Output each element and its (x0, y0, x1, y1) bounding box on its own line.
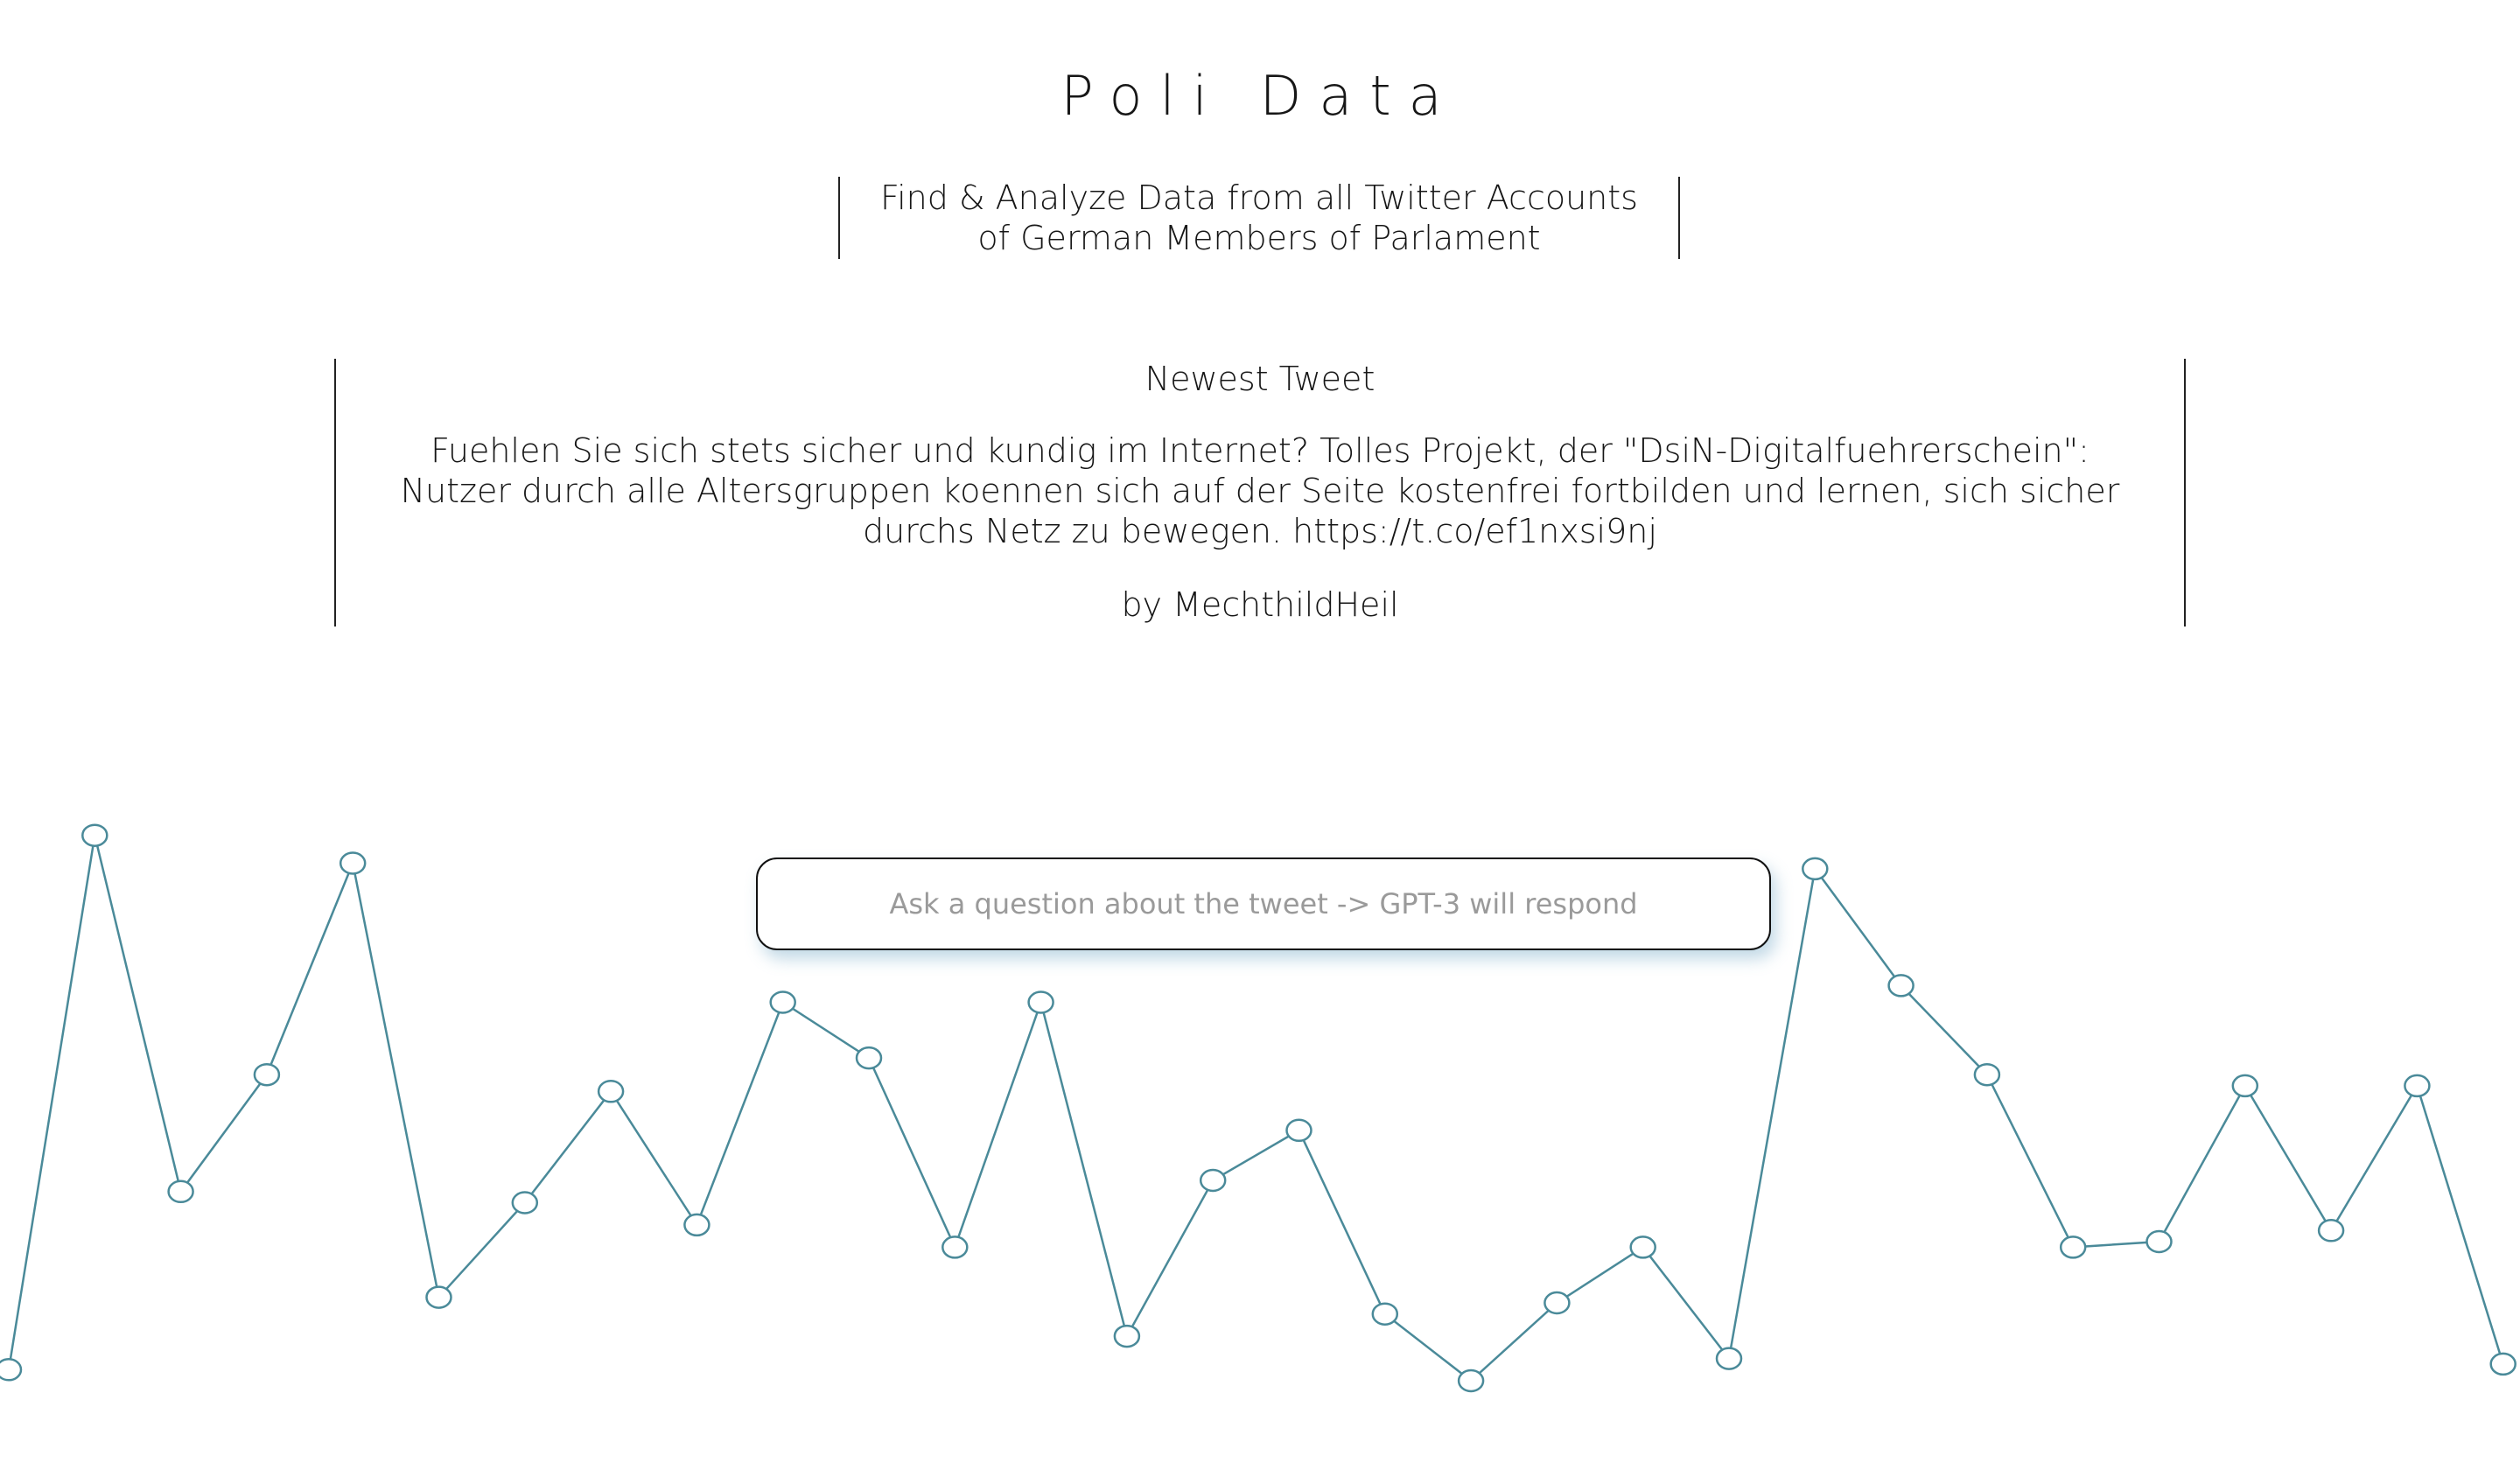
data-point-marker (1027, 990, 1054, 1014)
data-point-marker (1715, 1347, 1743, 1370)
background-line-chart (0, 788, 2520, 1418)
data-point-marker (1199, 1168, 1227, 1193)
data-point-marker (425, 1285, 452, 1309)
series-line (7, 835, 2504, 1382)
data-point-marker (0, 1358, 23, 1382)
data-point-marker (597, 1080, 625, 1103)
ask-question-box[interactable] (756, 858, 1771, 950)
data-point-marker (2489, 1352, 2516, 1376)
data-point-marker (1371, 1302, 1399, 1326)
data-point-marker (2317, 1219, 2345, 1242)
data-point-marker (1457, 1368, 1485, 1393)
data-point-marker (1629, 1236, 1656, 1259)
data-point-marker (942, 1236, 969, 1259)
site-title: Poli Data (1060, 64, 1460, 128)
tagline-text: Find & Analyze Data from all Twitter Acc… (880, 178, 1638, 257)
data-point-marker (511, 1191, 539, 1214)
data-point-marker (339, 851, 367, 875)
data-point-marker (1973, 1062, 2001, 1087)
data-point-marker (167, 1180, 194, 1204)
data-point-marker (855, 1046, 883, 1070)
newest-tweet-panel: Newest Tweet Fuehlen Sie sich stets sich… (334, 359, 2186, 626)
line-chart-svg (0, 823, 2516, 1393)
data-point-marker (253, 1062, 281, 1087)
data-point-marker (1887, 974, 1914, 998)
data-point-marker (81, 823, 108, 847)
data-point-marker (2059, 1236, 2087, 1259)
data-point-marker (683, 1213, 710, 1237)
data-point-marker (1544, 1291, 1571, 1315)
data-point-marker (2231, 1074, 2259, 1098)
data-point-marker (769, 990, 796, 1014)
data-point-marker (1802, 857, 1829, 881)
data-point-marker (1285, 1118, 1312, 1143)
tagline-box: Find & Analyze Data from all Twitter Acc… (838, 177, 1680, 259)
data-point-marker (1113, 1324, 1141, 1348)
tweet-author: by MechthildHeil (1121, 585, 1399, 624)
tweet-heading: Newest Tweet (1144, 360, 1376, 398)
ask-question-input[interactable] (758, 858, 1769, 949)
tweet-text: Fuehlen Sie sich stets sicher und kundig… (400, 431, 2120, 550)
data-point-marker (2146, 1229, 2173, 1254)
data-point-marker (2404, 1074, 2431, 1098)
